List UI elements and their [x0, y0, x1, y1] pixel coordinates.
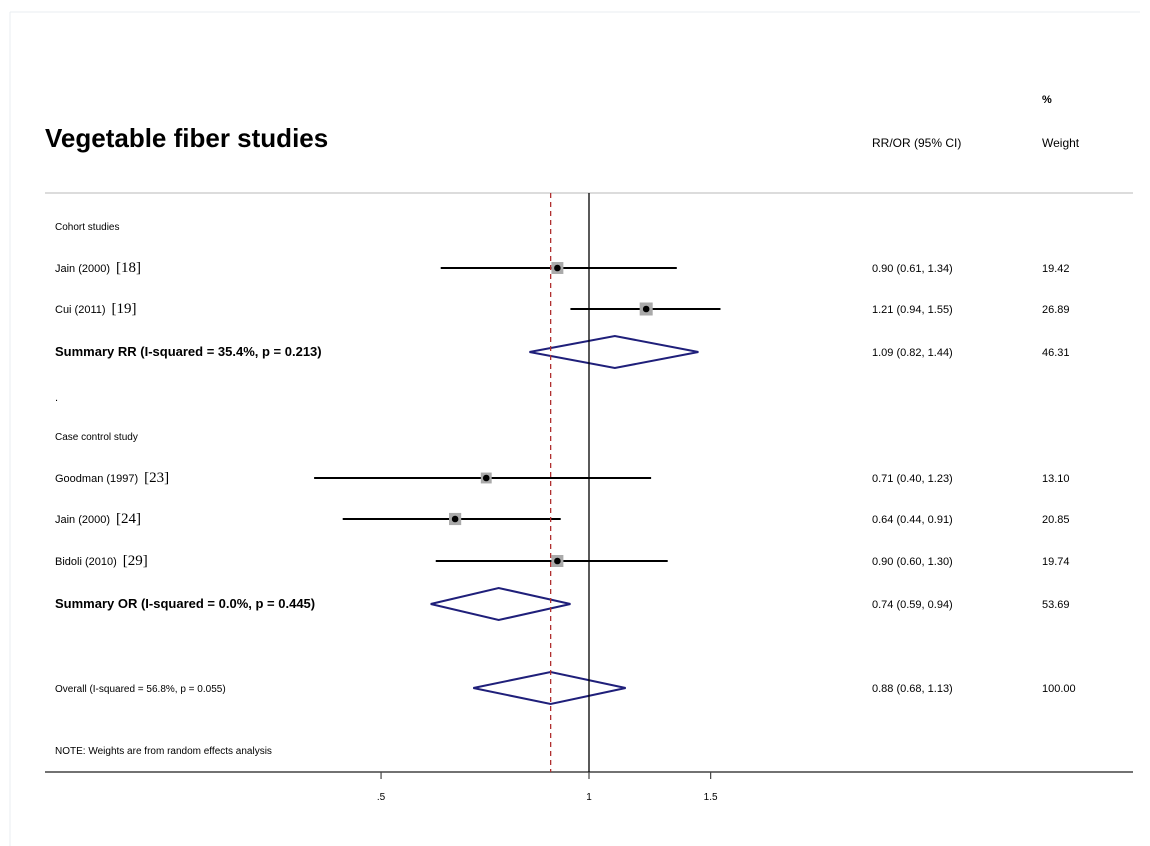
- point-estimate: [642, 305, 650, 313]
- estimate-ci-text: 0.90 (0.61, 1.34): [872, 263, 953, 275]
- point-estimate: [451, 515, 459, 523]
- forest-row-spacer: .: [55, 392, 58, 404]
- spacer-dot: .: [55, 392, 58, 404]
- summary-label: Summary RR (I-squared = 35.4%, p = 0.213…: [55, 344, 322, 359]
- rows-layer: Cohort studies Jain (2000) [18] 0.90 (0.61,…: [55, 222, 1076, 757]
- summary-diamond: [529, 334, 699, 370]
- x-tick-label: 1.5: [704, 792, 718, 803]
- subgroup-header: Case control study: [55, 432, 138, 443]
- forest-row-summary: Summary RR (I-squared = 35.4%, p = 0.213…: [55, 334, 1070, 370]
- forest-row-summary: Summary OR (I-squared = 0.0%, p = 0.445)…: [55, 586, 1070, 622]
- study-name: Jain (2000): [55, 514, 110, 526]
- forest-row-study: Goodman (1997) [23] 0.71 (0.40, 1.23) 13.10: [55, 470, 1070, 486]
- weight-value: 19.74: [1042, 556, 1070, 568]
- forest-row-overall: Overall (I-squared = 56.8%, p = 0.055) 0.…: [55, 670, 1076, 706]
- chart-title: Vegetable fiber studies: [45, 123, 328, 153]
- study-reference: [18]: [116, 260, 141, 276]
- estimate-column-header: RR/OR (95% CI): [872, 136, 961, 150]
- study-reference: [23]: [144, 470, 169, 486]
- forest-row-study: Bidoli (2010) [29] 0.90 (0.60, 1.30) 19.74: [55, 553, 1070, 569]
- axis-layer: .5 1 1.5: [377, 772, 718, 803]
- estimate-ci-text: 0.88 (0.68, 1.13): [872, 683, 953, 695]
- estimate-ci-text: 1.09 (0.82, 1.44): [872, 347, 953, 359]
- forest-row-note: NOTE: Weights are from random effects an…: [55, 746, 272, 757]
- x-tick-label: 1: [586, 792, 592, 803]
- study-reference: [29]: [123, 553, 148, 569]
- weight-column-header: Weight: [1042, 136, 1080, 150]
- study-reference: [19]: [112, 301, 137, 317]
- forest-row-header: Cohort studies: [55, 222, 119, 233]
- estimate-ci-text: 0.90 (0.60, 1.30): [872, 556, 953, 568]
- estimate-ci-text: 0.71 (0.40, 1.23): [872, 473, 953, 485]
- study-label: Bidoli (2010) [29]: [55, 553, 148, 569]
- study-reference: [24]: [116, 511, 141, 527]
- study-name: Cui (2011): [55, 304, 106, 316]
- weight-value: 53.69: [1042, 599, 1070, 611]
- weights-note: NOTE: Weights are from random effects an…: [55, 746, 272, 757]
- subgroup-header: Cohort studies: [55, 222, 119, 233]
- forest-row-study: Cui (2011) [19] 1.21 (0.94, 1.55) 26.89: [55, 301, 1070, 317]
- x-tick-label: .5: [377, 792, 386, 803]
- study-label: Goodman (1997) [23]: [55, 470, 169, 486]
- summary-label: Summary OR (I-squared = 0.0%, p = 0.445): [55, 596, 315, 611]
- weight-value: 46.31: [1042, 347, 1070, 359]
- study-name: Bidoli (2010): [55, 556, 117, 568]
- estimate-ci-text: 1.21 (0.94, 1.55): [872, 304, 953, 316]
- overall-label: Overall (I-squared = 56.8%, p = 0.055): [55, 684, 226, 695]
- weight-value: 19.42: [1042, 263, 1070, 275]
- study-label: Cui (2011) [19]: [55, 301, 137, 317]
- study-label: Jain (2000) [18]: [55, 260, 141, 276]
- estimate-ci-text: 0.74 (0.59, 0.94): [872, 599, 953, 611]
- forest-row-study: Jain (2000) [18] 0.90 (0.61, 1.34) 19.42: [55, 260, 1070, 276]
- marks-layer: [549, 193, 590, 772]
- point-estimate: [554, 264, 561, 272]
- weight-value: 13.10: [1042, 473, 1070, 485]
- summary-diamond: [430, 586, 571, 622]
- weight-value: 100.00: [1042, 683, 1076, 695]
- weight-column-header-top: %: [1042, 94, 1052, 106]
- weight-value: 26.89: [1042, 304, 1070, 316]
- point-estimate: [482, 474, 490, 482]
- estimate-ci-text: 0.64 (0.44, 0.91): [872, 514, 953, 526]
- study-name: Goodman (1997): [55, 473, 138, 485]
- weight-value: 20.85: [1042, 514, 1070, 526]
- overall-diamond: [473, 670, 626, 706]
- forest-row-study: Jain (2000) [24] 0.64 (0.44, 0.91) 20.85: [55, 511, 1070, 527]
- study-name: Jain (2000): [55, 263, 110, 275]
- forest-row-header: Case control study: [55, 432, 138, 443]
- point-estimate: [554, 557, 561, 565]
- study-label: Jain (2000) [24]: [55, 511, 141, 527]
